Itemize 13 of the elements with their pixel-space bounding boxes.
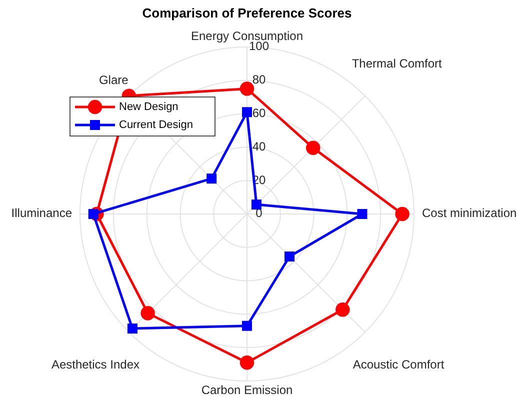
y-tick-label: 80 <box>252 72 266 87</box>
spoke-label: Thermal Comfort <box>352 56 443 70</box>
spoke-label: Acoustic Comfort <box>352 358 445 372</box>
chart-title: Comparison of Preference Scores <box>142 5 352 20</box>
spoke-label: Illuminance <box>11 206 72 220</box>
legend-label: New Design <box>119 100 178 113</box>
spoke-label: Carbon Emission <box>201 383 293 398</box>
spoke-label: Cost minimization <box>422 206 517 220</box>
y-tick-label: 60 <box>252 106 266 120</box>
spoke-label: Aesthetics Index <box>51 358 140 372</box>
y-tick-label: 40 <box>252 139 266 154</box>
spoke-label: Glare <box>98 72 129 87</box>
legend-label: Current Design <box>119 118 193 131</box>
